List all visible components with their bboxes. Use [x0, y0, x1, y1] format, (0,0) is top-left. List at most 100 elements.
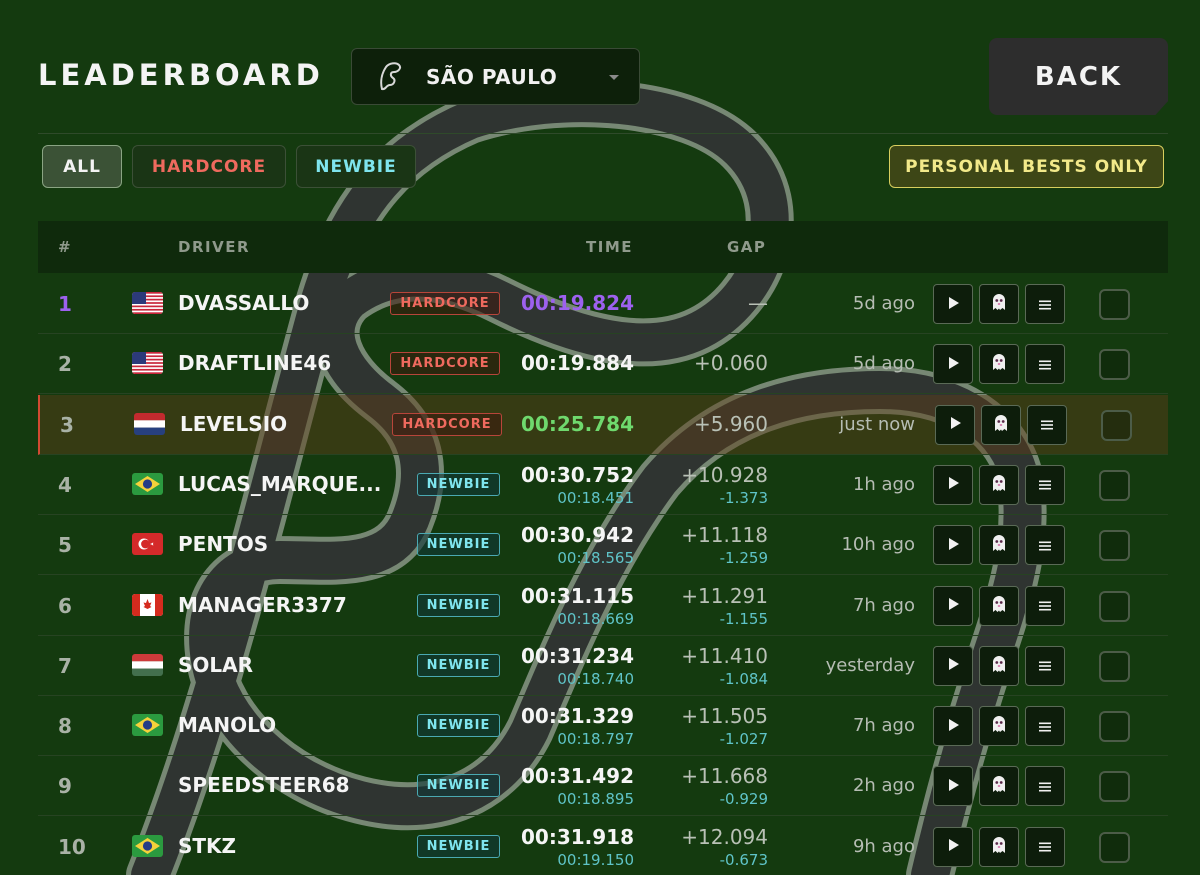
chevron-down-icon	[609, 75, 619, 80]
play-replay-button[interactable]	[933, 344, 973, 385]
table-row[interactable]: 5 PENTOS NEWBIE 00:30.942 00:18.565 +11.118 -1…	[38, 515, 1168, 576]
mode-badge: NEWBIE	[417, 714, 500, 738]
table-row[interactable]: 9 SPEEDSTEER68 NEWBIE 00:31.492 00:18.895 +11…	[38, 756, 1168, 817]
details-button[interactable]	[1025, 826, 1065, 867]
back-button[interactable]: BACK	[989, 38, 1168, 115]
filter-all-button[interactable]: ALL	[42, 145, 122, 188]
flag-ca-icon	[132, 593, 163, 616]
flag-br-icon	[132, 472, 163, 495]
mode-badge: NEWBIE	[417, 834, 500, 858]
details-button[interactable]	[1025, 645, 1065, 686]
play-replay-button[interactable]	[933, 645, 973, 686]
ghost-icon	[991, 715, 1007, 737]
driver-name[interactable]: MANAGER3377	[178, 592, 347, 617]
driver-name[interactable]: MANOLO	[178, 713, 277, 738]
sector-gap: -0.929	[719, 790, 768, 809]
compare-checkbox[interactable]	[1099, 590, 1130, 622]
filter-hardcore-button[interactable]: HARDCORE	[132, 145, 286, 188]
compare-checkbox[interactable]	[1099, 711, 1130, 743]
column-header-time[interactable]: TIME	[586, 238, 633, 256]
table-row[interactable]: 2 DRAFTLINE46 HARDCORE 00:19.884 +0.060 5d ag…	[38, 334, 1168, 395]
race-ghost-button[interactable]	[979, 525, 1019, 566]
compare-checkbox[interactable]	[1099, 469, 1130, 501]
compare-checkbox[interactable]	[1099, 530, 1130, 562]
play-replay-button[interactable]	[935, 404, 975, 445]
table-row[interactable]: 10 STKZ NEWBIE 00:31.918 00:19.150 +12.094 -0.…	[38, 817, 1168, 875]
race-ghost-button[interactable]	[979, 464, 1019, 505]
race-ghost-button[interactable]	[979, 766, 1019, 807]
race-ghost-button[interactable]	[979, 344, 1019, 385]
driver-name[interactable]: PENTOS	[178, 532, 269, 557]
play-icon	[946, 596, 960, 615]
compare-checkbox[interactable]	[1099, 771, 1130, 803]
column-header-driver[interactable]: DRIVER	[178, 238, 250, 256]
sector-time: 00:18.740	[557, 669, 634, 688]
race-ghost-button[interactable]	[981, 404, 1021, 445]
gap-value: +11.410	[681, 643, 768, 668]
ghost-icon	[991, 836, 1007, 858]
filter-newbie-button[interactable]: NEWBIE	[296, 145, 416, 188]
details-button[interactable]	[1025, 766, 1065, 807]
details-button[interactable]	[1025, 525, 1065, 566]
details-button[interactable]	[1027, 404, 1067, 445]
race-ghost-button[interactable]	[979, 284, 1019, 324]
driver-name[interactable]: DVASSALLO	[178, 291, 310, 315]
sector-gap: -1.155	[719, 609, 768, 628]
table-row[interactable]: 7 SOLAR NEWBIE 00:31.234 00:18.740 +11.410 -1.…	[38, 636, 1168, 696]
ghost-icon	[991, 534, 1007, 556]
play-icon	[948, 415, 962, 434]
play-replay-button[interactable]	[933, 284, 973, 324]
play-replay-button[interactable]	[933, 464, 973, 505]
flag-nl-icon	[134, 412, 165, 435]
compare-checkbox[interactable]	[1099, 650, 1130, 682]
race-ghost-button[interactable]	[979, 826, 1019, 867]
mode-badge: NEWBIE	[417, 533, 500, 557]
sector-gap: -1.373	[719, 488, 768, 507]
play-replay-button[interactable]	[933, 826, 973, 867]
play-replay-button[interactable]	[933, 706, 973, 747]
table-row[interactable]: 3 LEVELSIO HARDCORE 00:25.784 +5.960 just now	[38, 394, 1168, 455]
list-icon	[1039, 837, 1051, 856]
table-row[interactable]: 4 LUCAS_MARQUE... NEWBIE 00:30.752 00:18.451…	[38, 455, 1168, 515]
time-ago: 5d ago	[852, 293, 915, 314]
play-icon	[946, 717, 960, 736]
compare-checkbox[interactable]	[1099, 349, 1130, 381]
track-dropdown[interactable]: SÃO PAULO	[351, 48, 640, 105]
table-row[interactable]: 8 MANOLO NEWBIE 00:31.329 00:18.797 +11.505 -1…	[38, 696, 1168, 757]
driver-name[interactable]: SPEEDSTEER68	[178, 773, 350, 798]
race-ghost-button[interactable]	[979, 585, 1019, 626]
time-ago: 7h ago	[852, 594, 915, 616]
mode-badge: HARDCORE	[390, 352, 500, 376]
play-replay-button[interactable]	[933, 585, 973, 626]
driver-name[interactable]: LEVELSIO	[180, 411, 288, 436]
driver-name[interactable]: DRAFTLINE46	[178, 351, 332, 376]
driver-name[interactable]: SOLAR	[178, 652, 254, 677]
personal-bests-toggle[interactable]: PERSONAL BESTS ONLY	[889, 145, 1164, 188]
time-ago: 9h ago	[852, 835, 915, 857]
details-button[interactable]	[1025, 464, 1065, 505]
compare-checkbox[interactable]	[1099, 831, 1130, 863]
race-ghost-button[interactable]	[979, 645, 1019, 686]
play-replay-button[interactable]	[933, 766, 973, 807]
gap-value: +11.291	[681, 583, 768, 608]
table-row[interactable]: 6 MANAGER3377 NEWBIE 00:31.115 00:18.669 +11.…	[38, 576, 1168, 636]
compare-checkbox[interactable]	[1099, 289, 1130, 320]
gap-value: +5.960	[693, 411, 768, 436]
play-icon	[946, 475, 960, 494]
details-button[interactable]	[1025, 344, 1065, 385]
details-button[interactable]	[1025, 284, 1065, 324]
rank-number: 7	[58, 653, 72, 678]
details-button[interactable]	[1025, 706, 1065, 747]
details-button[interactable]	[1025, 585, 1065, 626]
play-icon	[946, 777, 960, 796]
table-row[interactable]: 1 DVASSALLO HARDCORE 00:19.824 — 5d ago	[38, 274, 1168, 334]
rank-number: 1	[58, 292, 72, 316]
gap-value: +11.505	[681, 704, 768, 729]
compare-checkbox[interactable]	[1101, 409, 1132, 441]
ghost-icon	[991, 655, 1007, 677]
race-ghost-button[interactable]	[979, 706, 1019, 747]
column-header-gap[interactable]: GAP	[727, 238, 767, 256]
driver-name[interactable]: LUCAS_MARQUE...	[178, 471, 382, 496]
driver-name[interactable]: STKZ	[178, 833, 237, 858]
play-replay-button[interactable]	[933, 525, 973, 566]
